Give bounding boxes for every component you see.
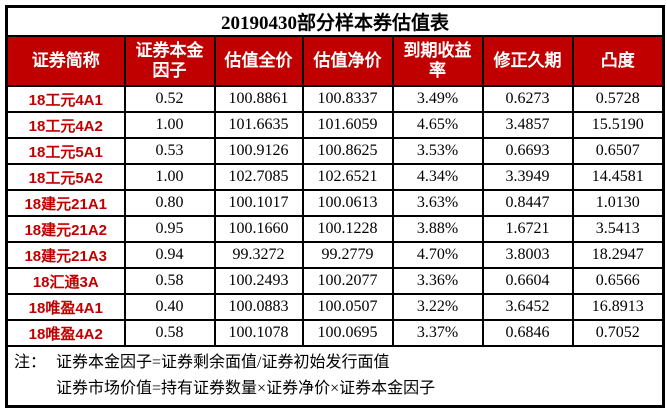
modified-duration: 0.6846 [481,319,574,347]
col-header-principal-factor: 证券本金 因子 [123,35,216,87]
net-price: 100.0695 [301,319,394,347]
principal-factor: 0.94 [123,241,216,269]
full-price: 100.9126 [213,137,304,165]
full-price: 100.1660 [213,215,304,243]
principal-factor: 0.40 [123,293,216,321]
note-line-market-value: 证券市场价值=持有证券数量×证券净价×证券本金因子 [56,380,436,397]
notes-cell: 注： 证券本金因子=证券剩余面值/证券初始发行面值 证券市场价值=持有证券数量×… [5,345,665,408]
ytm: 3.22% [391,293,484,321]
security-name: 18工元5A2 [5,163,126,191]
table-row: 18唯盈4A2 0.58 100.1078 100.0695 3.37% 0.6… [5,319,665,347]
ytm: 3.37% [391,319,484,347]
page-title: 20190430部分样本券估值表 [5,5,665,37]
ytm: 4.70% [391,241,484,269]
net-price: 100.2077 [301,267,394,295]
security-name: 18工元4A2 [5,111,126,139]
convexity: 18.2947 [571,241,665,269]
principal-factor: 1.00 [123,111,216,139]
security-name: 18唯盈4A1 [5,293,126,321]
security-name: 18建元21A2 [5,215,126,243]
table-row: 18工元5A1 0.53 100.9126 100.8625 3.53% 0.6… [5,137,665,165]
ytm: 4.65% [391,111,484,139]
table-row: 18工元4A2 1.00 101.6635 101.6059 4.65% 3.4… [5,111,665,139]
notes-prefix: 注： [14,354,47,371]
ytm: 4.34% [391,163,484,191]
full-price: 100.1078 [213,319,304,347]
modified-duration: 0.6693 [481,137,574,165]
principal-factor: 0.58 [123,267,216,295]
principal-factor: 0.80 [123,189,216,217]
convexity: 1.0130 [571,189,665,217]
principal-factor: 0.95 [123,215,216,243]
modified-duration: 3.3949 [481,163,574,191]
modified-duration: 1.6721 [481,215,574,243]
modified-duration: 3.4857 [481,111,574,139]
modified-duration: 0.6604 [481,267,574,295]
full-price: 99.3272 [213,241,304,269]
principal-factor: 0.58 [123,319,216,347]
net-price: 100.0613 [301,189,394,217]
net-price: 100.1228 [301,215,394,243]
column-header-row: 证券简称 证券本金 因子 估值全价 估值净价 到期收益 率 修正久期 凸度 [5,35,665,87]
convexity: 3.5413 [571,215,665,243]
note-line-principal-factor: 证券本金因子=证券剩余面值/证券初始发行面值 [56,354,390,371]
notes-row: 注： 证券本金因子=证券剩余面值/证券初始发行面值 证券市场价值=持有证券数量×… [5,345,665,408]
net-price: 102.6521 [301,163,394,191]
notes: 注： 证券本金因子=证券剩余面值/证券初始发行面值 证券市场价值=持有证券数量×… [10,348,660,404]
security-name: 18唯盈4A2 [5,319,126,347]
full-price: 100.1017 [213,189,304,217]
col-header-convexity: 凸度 [571,35,665,87]
convexity: 16.8913 [571,293,665,321]
convexity: 0.6566 [571,267,665,295]
convexity: 0.6507 [571,137,665,165]
col-header-full-price: 估值全价 [213,35,304,87]
full-price: 100.0883 [213,293,304,321]
security-name: 18工元5A1 [5,137,126,165]
modified-duration: 3.8003 [481,241,574,269]
principal-factor: 0.53 [123,137,216,165]
full-price: 100.2493 [213,267,304,295]
table-row: 18汇通3A 0.58 100.2493 100.2077 3.36% 0.66… [5,267,665,295]
net-price: 100.8337 [301,85,394,113]
ytm: 3.49% [391,85,484,113]
modified-duration: 0.8447 [481,189,574,217]
principal-factor: 1.00 [123,163,216,191]
col-header-modified-duration: 修正久期 [481,35,574,87]
modified-duration: 0.6273 [481,85,574,113]
table-row: 18建元21A2 0.95 100.1660 100.1228 3.88% 1.… [5,215,665,243]
ytm: 3.36% [391,267,484,295]
col-header-net-price: 估值净价 [301,35,394,87]
full-price: 100.8861 [213,85,304,113]
modified-duration: 3.6452 [481,293,574,321]
notes-lines: 证券本金因子=证券剩余面值/证券初始发行面值 证券市场价值=持有证券数量×证券净… [56,350,435,402]
convexity: 15.5190 [571,111,665,139]
net-price: 100.8625 [301,137,394,165]
col-header-security-name: 证券简称 [5,35,126,87]
table-row: 18工元4A1 0.52 100.8861 100.8337 3.49% 0.6… [5,85,665,113]
convexity: 0.7052 [571,319,665,347]
table-row: 18工元5A2 1.00 102.7085 102.6521 4.34% 3.3… [5,163,665,191]
net-price: 101.6059 [301,111,394,139]
full-price: 102.7085 [213,163,304,191]
security-name: 18工元4A1 [5,85,126,113]
convexity: 14.4581 [571,163,665,191]
net-price: 100.0507 [301,293,394,321]
ytm: 3.63% [391,189,484,217]
col-header-ytm: 到期收益 率 [391,35,484,87]
security-name: 18建元21A1 [5,189,126,217]
valuation-table: 20190430部分样本券估值表 证券简称 证券本金 因子 估值全价 估值净价 … [5,5,666,408]
principal-factor: 0.52 [123,85,216,113]
security-name: 18汇通3A [5,267,126,295]
net-price: 99.2779 [301,241,394,269]
ytm: 3.53% [391,137,484,165]
title-row: 20190430部分样本券估值表 [5,5,665,37]
ytm: 3.88% [391,215,484,243]
table-row: 18建元21A3 0.94 99.3272 99.2779 4.70% 3.80… [5,241,665,269]
table-row: 18建元21A1 0.80 100.1017 100.0613 3.63% 0.… [5,189,665,217]
table-row: 18唯盈4A1 0.40 100.0883 100.0507 3.22% 3.6… [5,293,665,321]
security-name: 18建元21A3 [5,241,126,269]
full-price: 101.6635 [213,111,304,139]
convexity: 0.5728 [571,85,665,113]
